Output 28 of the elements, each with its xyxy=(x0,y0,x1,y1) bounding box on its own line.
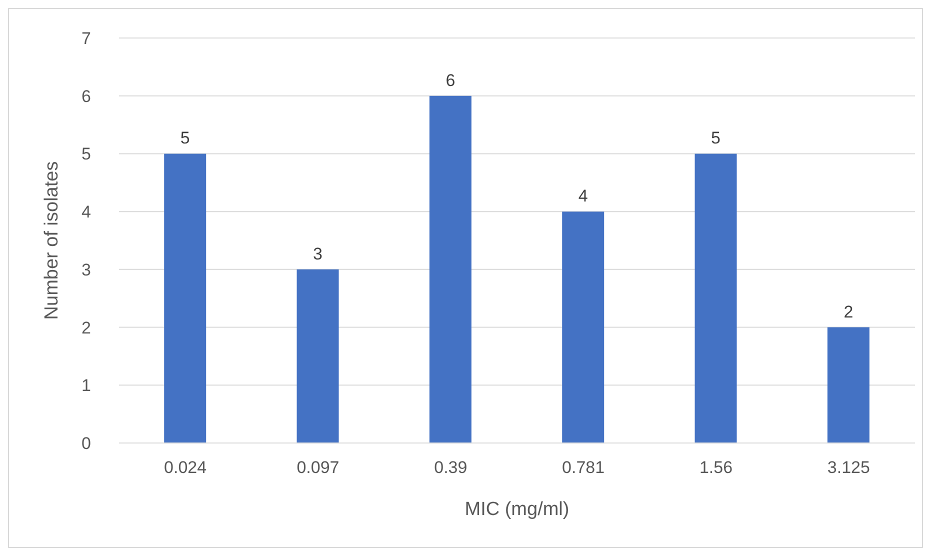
x-tick-label: 3.125 xyxy=(827,458,870,478)
bar xyxy=(827,327,870,443)
data-label: 4 xyxy=(578,186,588,206)
x-tick-label: 0.024 xyxy=(164,458,207,478)
data-label: 5 xyxy=(180,128,190,148)
y-tick-label: 2 xyxy=(82,318,91,338)
data-label: 3 xyxy=(313,244,323,264)
y-tick-label: 5 xyxy=(82,144,91,164)
bar xyxy=(296,269,339,443)
data-label: 2 xyxy=(844,302,854,322)
data-label: 6 xyxy=(446,70,456,90)
bar xyxy=(694,154,737,443)
y-tick-label: 0 xyxy=(82,434,91,454)
x-tick-label: 0.097 xyxy=(296,458,340,478)
y-tick-label: 6 xyxy=(82,86,91,106)
y-tick-label: 7 xyxy=(82,29,91,48)
x-tick-label: 0.781 xyxy=(562,458,605,478)
y-axis-title: Number of isolates xyxy=(42,161,63,320)
x-tick-label: 1.56 xyxy=(699,458,733,478)
y-tick-label: 1 xyxy=(82,376,91,396)
data-label: 5 xyxy=(711,128,721,148)
y-tick-label: 4 xyxy=(82,202,91,222)
bar xyxy=(429,96,472,443)
x-axis-title: MIC (mg/ml) xyxy=(464,499,570,520)
y-tick-label: 3 xyxy=(82,260,91,280)
bar xyxy=(562,212,604,443)
x-tick-label: 0.39 xyxy=(434,458,468,478)
bar xyxy=(164,154,206,443)
